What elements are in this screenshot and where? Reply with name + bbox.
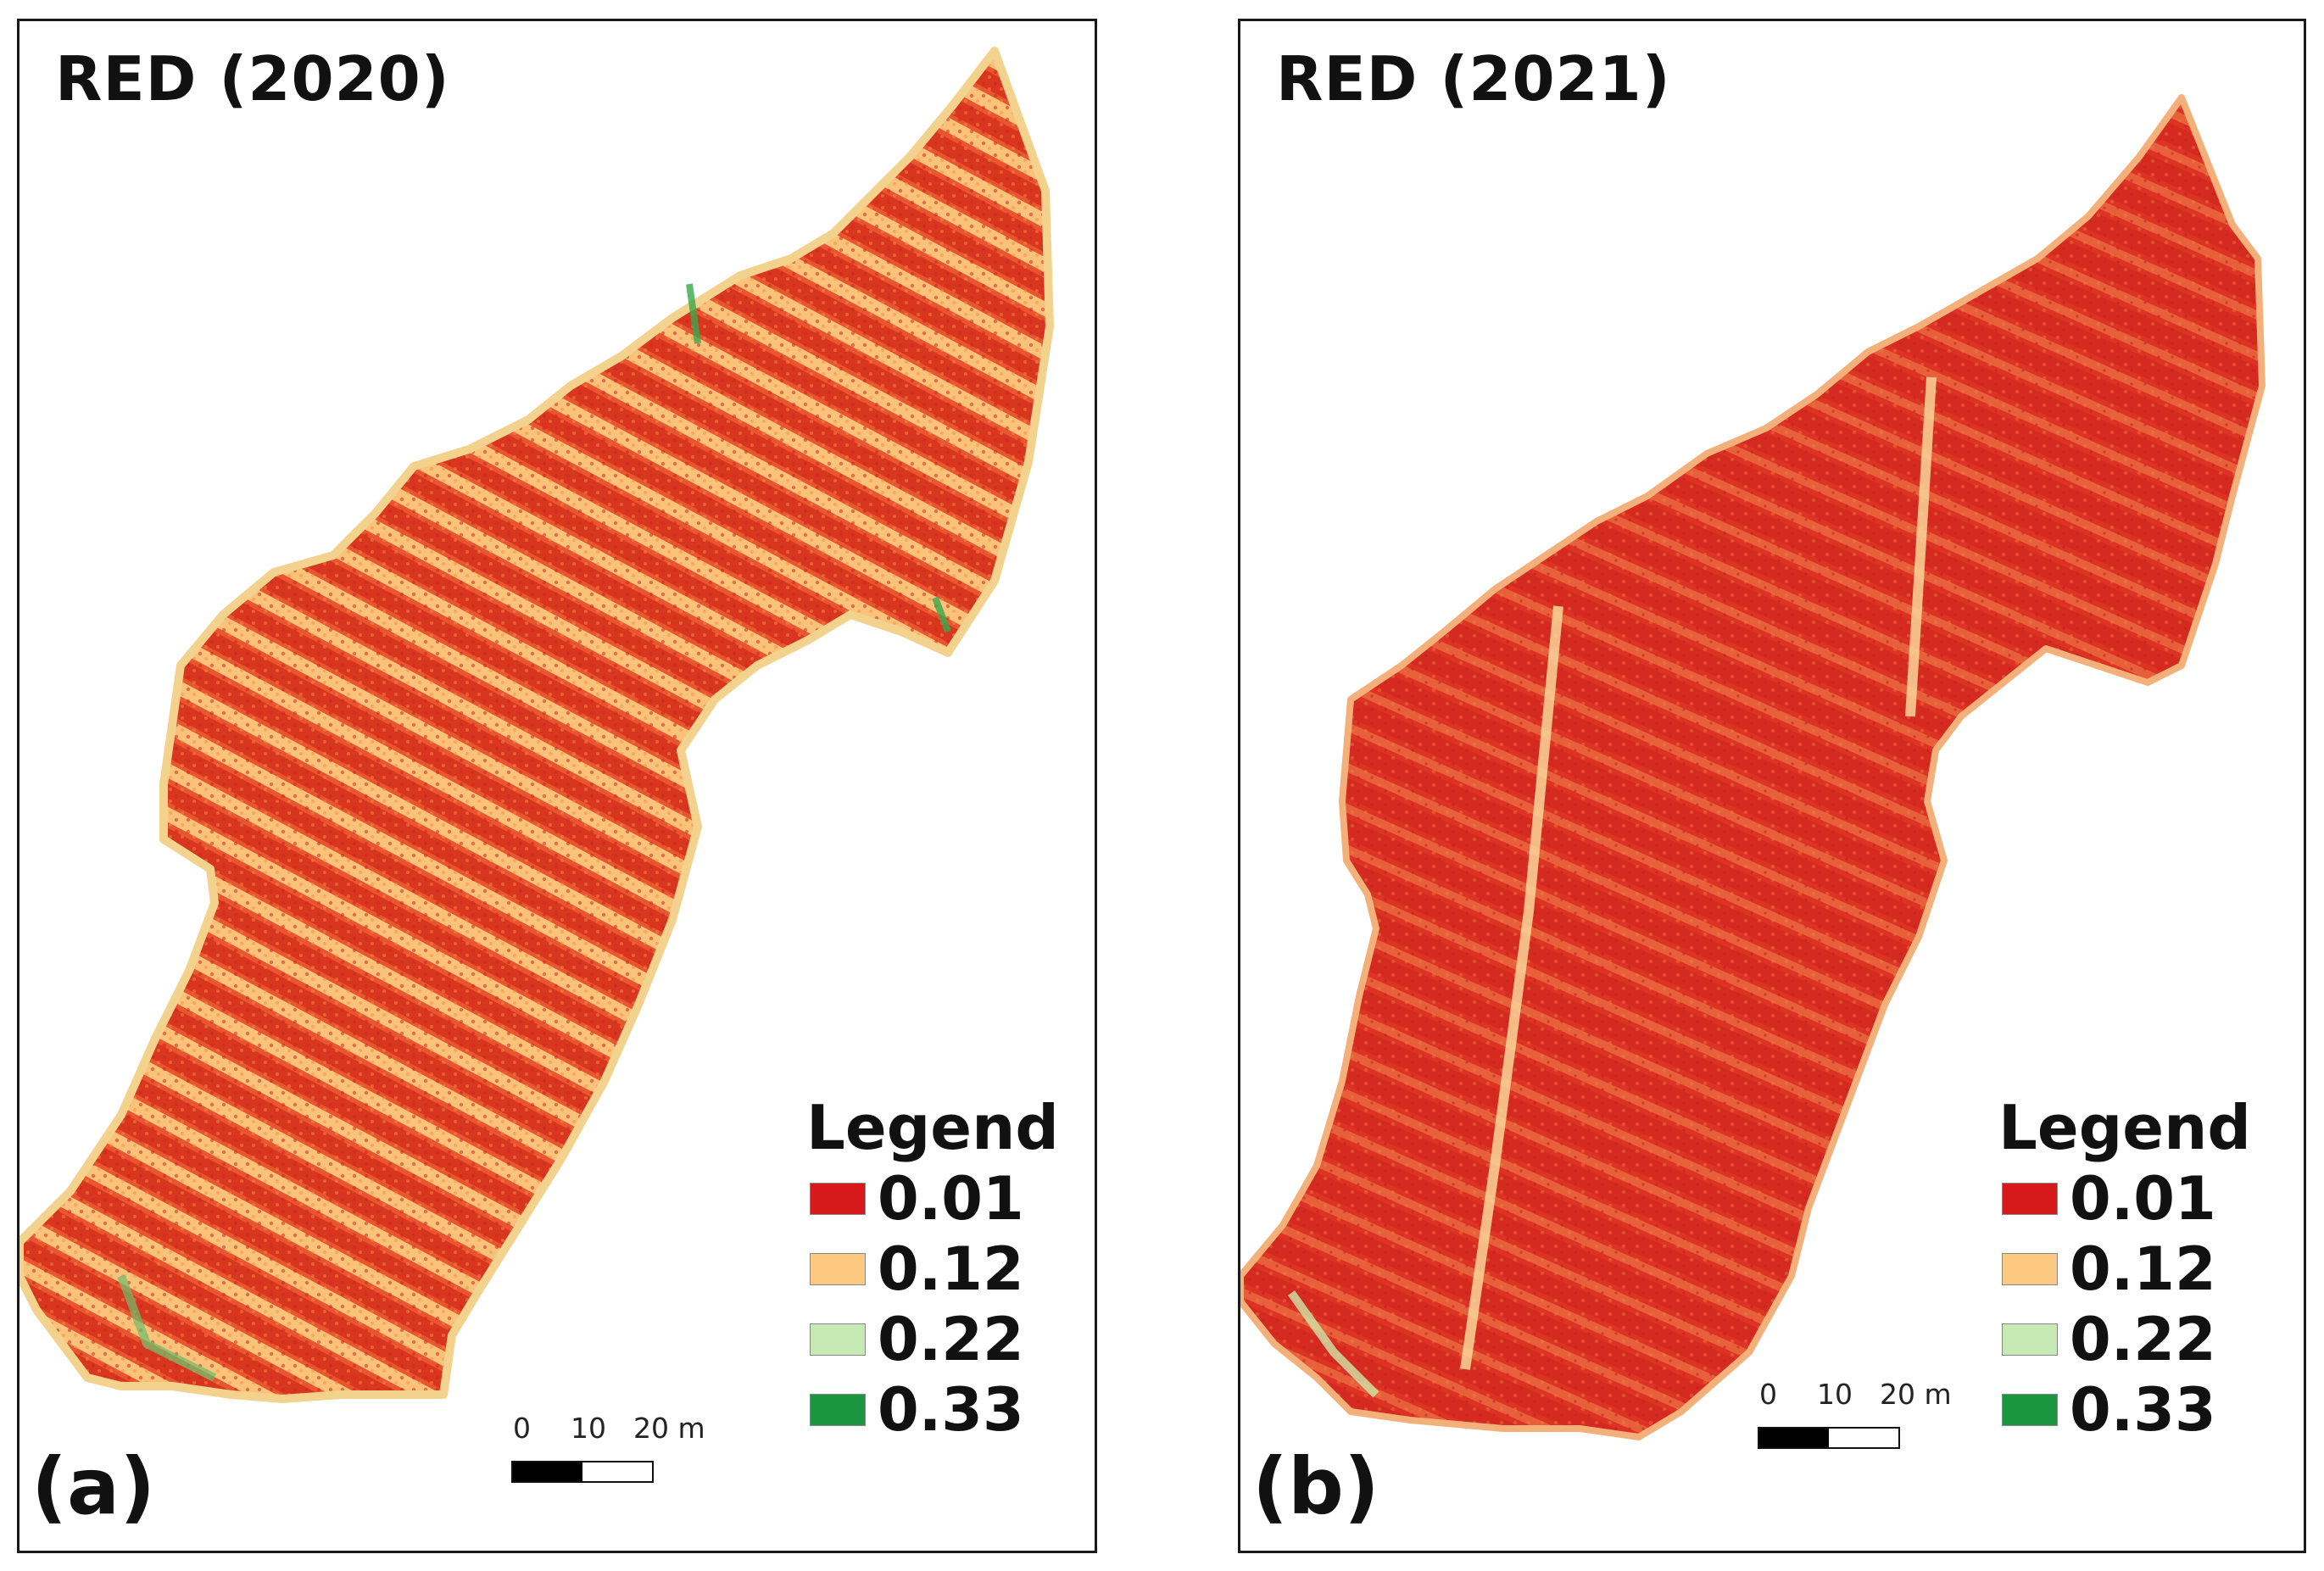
scale-tick-label: 10: [571, 1412, 606, 1445]
legend-swatch: [810, 1182, 866, 1215]
legend-swatch: [810, 1323, 866, 1356]
legend-label: 0.33: [2070, 1374, 2216, 1445]
legend-swatch: [810, 1393, 866, 1426]
scale-bar: 0 10 20 m: [511, 1412, 706, 1513]
legend-item: 0.01: [1998, 1163, 2270, 1234]
legend-label: 0.22: [878, 1304, 1024, 1374]
scale-bar: 0 10 20 m: [1758, 1378, 1953, 1479]
legend-label: 0.22: [2070, 1304, 2216, 1374]
map-panel-b: RED (2021) Legend 0.01 0.12 0.22 0.33 0 …: [1238, 19, 2306, 1553]
legend-item: 0.12: [1998, 1234, 2270, 1304]
panel-label: (a): [31, 1441, 156, 1532]
scale-bar-graphic: [511, 1461, 654, 1483]
legend-title: Legend: [1998, 1092, 2251, 1163]
panel-title: RED (2021): [1276, 43, 1671, 114]
map-raster-b: [1240, 94, 2265, 1440]
legend-label: 0.12: [2070, 1234, 2216, 1304]
legend-item: 0.22: [806, 1304, 1078, 1374]
legend-label: 0.33: [878, 1374, 1024, 1445]
legend-swatch: [2002, 1393, 2058, 1426]
map-panel-a: RED (2020) Legend 0.01 0.12 0.22 0.33 0 …: [17, 19, 1097, 1553]
scale-tick-label: 0: [1759, 1378, 1777, 1411]
panel-label: (b): [1252, 1441, 1379, 1532]
map-raster-a: [20, 47, 1054, 1403]
legend-label: 0.01: [2070, 1163, 2216, 1234]
legend-item: 0.33: [1998, 1374, 2270, 1445]
legend-label: 0.01: [878, 1163, 1024, 1234]
legend-item: 0.33: [806, 1374, 1078, 1445]
legend-title: Legend: [806, 1092, 1059, 1163]
scale-ticks: 0 10 20 m: [1758, 1378, 1961, 1412]
map-legend: Legend 0.01 0.12 0.22 0.33: [1998, 1094, 2270, 1445]
scale-tick-label: 10: [1817, 1378, 1853, 1411]
legend-item: 0.01: [806, 1163, 1078, 1234]
legend-swatch: [2002, 1182, 2058, 1215]
panel-title: RED (2020): [55, 43, 450, 114]
legend-item: 0.12: [806, 1234, 1078, 1304]
map-legend: Legend 0.01 0.12 0.22 0.33: [806, 1094, 1078, 1445]
scale-tick-label: 20 m: [1880, 1378, 1952, 1411]
scale-ticks: 0 10 20 m: [511, 1412, 715, 1446]
scale-bar-graphic: [1758, 1427, 1900, 1449]
scale-tick-label: 0: [513, 1412, 531, 1445]
legend-label: 0.12: [878, 1234, 1024, 1304]
legend-swatch: [2002, 1323, 2058, 1356]
scale-tick-label: 20 m: [633, 1412, 705, 1445]
legend-item: 0.22: [1998, 1304, 2270, 1374]
legend-swatch: [810, 1252, 866, 1285]
legend-swatch: [2002, 1252, 2058, 1285]
